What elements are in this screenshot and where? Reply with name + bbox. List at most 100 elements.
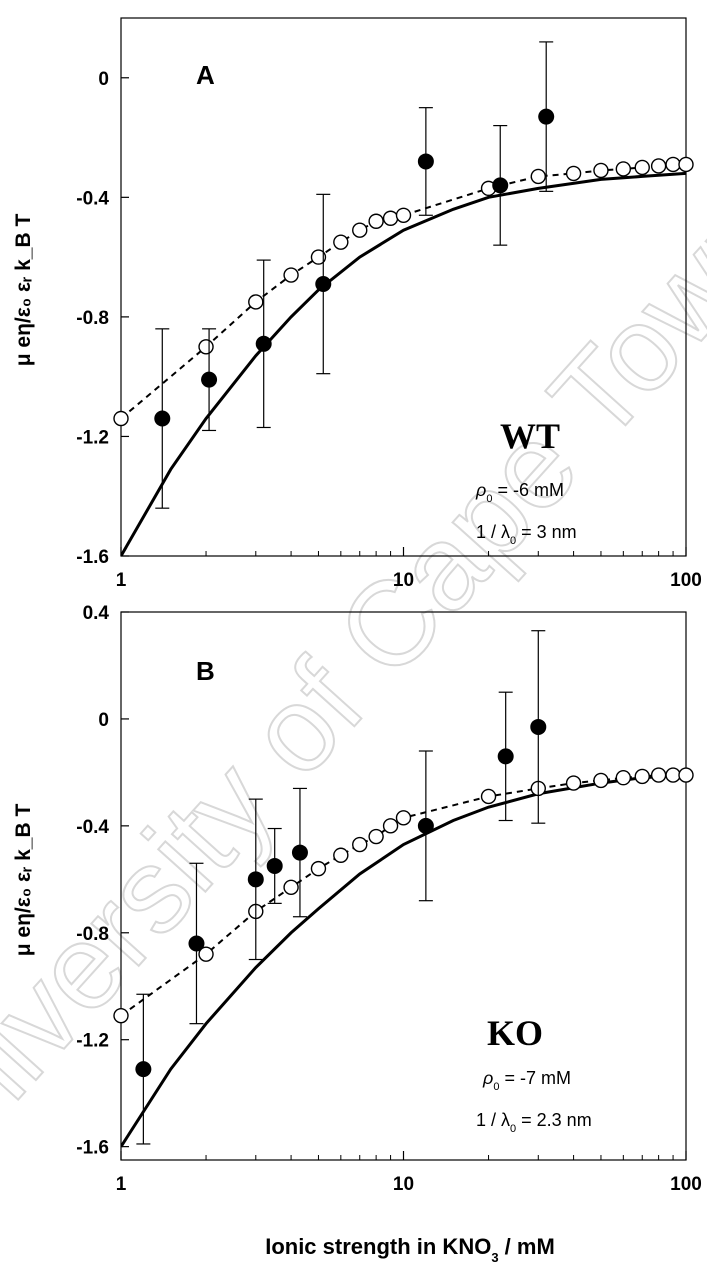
panel-b-open-point — [310, 860, 327, 877]
panel-b-open-point — [283, 879, 299, 896]
panel-b-genotype: KO — [487, 1013, 543, 1053]
panel-a-filled-point — [315, 276, 332, 293]
panel-a-lambda-sub: 0 — [510, 535, 516, 547]
panel-a-open-point — [395, 207, 412, 223]
panel-b-axes: -1.6 -1.2 -0.8 -0.4 0 0.4 1 10 100 — [76, 603, 702, 1195]
panel-b-filled-point — [291, 844, 308, 861]
panel-a-open-point — [565, 165, 582, 182]
panel-b-filled-point — [266, 857, 283, 874]
panel-b-open-point — [565, 775, 582, 791]
panel-a-open-point — [615, 161, 632, 177]
panel-b-y-tick-label: -0.4 — [76, 817, 109, 838]
panel-a-open-point — [665, 156, 681, 173]
panel-b-open-point — [665, 767, 681, 783]
panel-a-filled-point — [255, 335, 272, 352]
panel-a-open-point — [352, 222, 368, 238]
panel-a-ylabel: μ eη/ε₀ εᵣ k_B T — [12, 214, 35, 367]
panel-b-open-point — [395, 810, 412, 826]
panel-a-y-tick-label: -1.6 — [76, 547, 109, 568]
panel-b-open-point — [368, 828, 384, 845]
panel-a-genotype: WT — [500, 416, 560, 456]
panel-b-ylabel: μ eη/ε₀ εᵣ k_B T — [12, 804, 35, 957]
panel-a-y-tick-label: 0 — [98, 69, 109, 90]
panel-b-x-tick-label: 100 — [670, 1174, 702, 1195]
panel-b-open-point — [333, 847, 349, 863]
panel-b-rho: ρ0 = -7 mM — [482, 1068, 571, 1093]
panel-a-filled-point — [154, 410, 171, 427]
panel-b-open-point — [198, 946, 214, 962]
panel-b-open-point — [113, 1007, 129, 1024]
panel-a-y-tick-label: -0.4 — [76, 188, 109, 209]
panel-b-lambda: 1 / λ0 = 2.3 nm — [476, 1110, 592, 1135]
panel-b-rho-symbol: ρ — [482, 1068, 493, 1088]
panel-b-lambda-sub: 0 — [510, 1123, 516, 1135]
panel-a-y-tick-label: -0.8 — [76, 308, 109, 329]
panel-a-axes: -1.6 -1.2 -0.8 -0.4 0 1 10 100 — [76, 17, 702, 591]
panel-a-filled-point — [417, 153, 434, 170]
x-axis-label-tail: / mM — [499, 1234, 555, 1259]
panel-a-open-point — [382, 210, 399, 226]
panel-a-open-point — [593, 162, 609, 179]
panel-b-lambda-prefix: 1 / λ — [476, 1110, 510, 1130]
panel-a-lambda-value: = 3 nm — [516, 522, 577, 542]
panel-b-open-point — [593, 772, 609, 789]
panel-b-x-tick-label: 1 — [116, 1174, 127, 1195]
panel-b-open-point — [352, 836, 368, 853]
panel-a-rho-sub: 0 — [486, 493, 492, 505]
x-axis-label-main: Ionic strength in KNO — [265, 1234, 491, 1259]
panel-a-open-point — [198, 339, 214, 355]
panel-b-open-point — [678, 767, 694, 783]
panel-a-rho-symbol: ρ — [475, 480, 486, 500]
panel-a-rho-value: = -6 mM — [492, 480, 564, 500]
panel-b-lambda-value: = 2.3 nm — [516, 1110, 592, 1130]
x-axis-label-sub: 3 — [491, 1250, 498, 1265]
panel-b-y-tick-label: -0.8 — [76, 924, 109, 945]
panel-a-open-point — [333, 234, 349, 250]
panel-b-filled-point — [417, 817, 434, 834]
panel-b-y-tick-label: -1.2 — [76, 1031, 109, 1052]
panel-b-open-point — [634, 768, 650, 785]
panel-b-open-point — [650, 767, 667, 783]
panel-b-y-tick-label: 0.4 — [83, 603, 110, 624]
panel-b-filled-point — [497, 748, 514, 765]
panel-a-open-point — [310, 249, 327, 265]
panel-a-filled-point — [492, 177, 509, 194]
panel-a-open-point — [530, 168, 546, 185]
panel-a-x-tick-label: 10 — [393, 570, 414, 591]
panel-a-open-point — [650, 158, 667, 174]
panel-b-rho-value: = -7 mM — [499, 1068, 571, 1088]
panel-a-x-tick-label: 1 — [116, 570, 127, 591]
panel-a-lambda: 1 / λ0 = 3 nm — [476, 522, 577, 547]
panel-b: -1.6-1.2-0.8-0.400.41 10 100 B KO ρ0 = -7 … — [12, 603, 702, 1195]
panel-a-y-tick-label: -1.2 — [76, 427, 109, 448]
panel-a-solid-line — [121, 171, 686, 556]
panel-b-open-point — [382, 818, 399, 834]
panel-b-y-tick-label: -1.6 — [76, 1138, 109, 1159]
panel-b-filled-point — [530, 718, 547, 735]
panel-a-filled-point — [201, 371, 218, 388]
panel-a-open-point — [678, 156, 694, 173]
panel-a-open-point — [283, 267, 299, 283]
panel-a-open-point — [368, 213, 384, 229]
x-axis-label: Ionic strength in KNO3 / mM — [265, 1234, 555, 1265]
panel-b-open-point — [615, 770, 632, 786]
panel-a-letter: A — [196, 60, 215, 90]
panel-a-filled-point — [538, 108, 555, 125]
panel-b-solid-line — [121, 773, 686, 1148]
panel-a-rho: ρ0 = -6 mM — [475, 480, 564, 505]
panel-a-open-point — [248, 294, 264, 310]
panel-b-rho-sub: 0 — [493, 1081, 499, 1093]
panel-b-letter: B — [196, 656, 215, 686]
panel-b-filled-point — [247, 871, 264, 888]
panel-a-open-point — [634, 159, 650, 176]
panel-b-y-tick-label: 0 — [98, 710, 109, 731]
panel-b-marks — [113, 630, 694, 1148]
panel-b-x-tick-label: 10 — [393, 1174, 414, 1195]
panel-a: -1.6-1.2-0.8-0.401 10 100 A WT ρ0 = -6 mM … — [12, 17, 702, 591]
panel-a-x-tick-label: 100 — [670, 570, 702, 591]
panel-b-filled-point — [188, 935, 205, 952]
panel-b-filled-point — [135, 1061, 152, 1078]
panel-a-open-point — [113, 410, 129, 427]
